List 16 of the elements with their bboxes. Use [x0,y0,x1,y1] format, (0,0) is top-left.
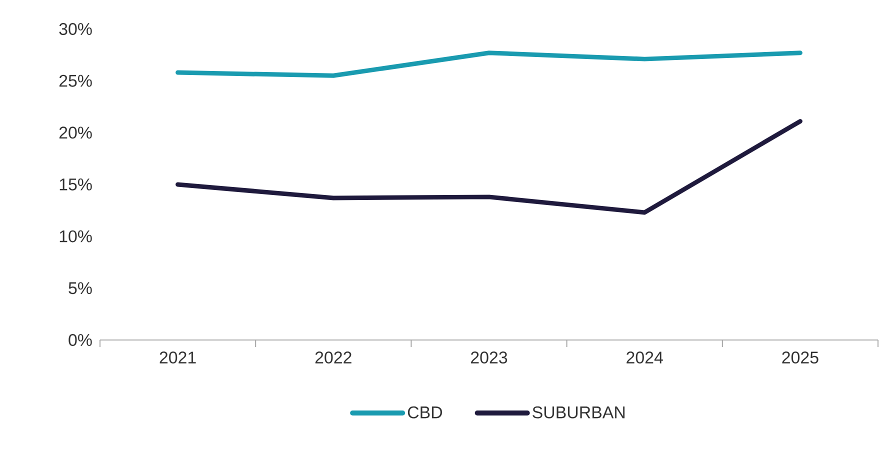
y-tick-label: 0% [68,334,92,346]
x-tick-label: 2025 [782,352,818,364]
y-tick-label: 20% [59,126,92,139]
x-tick-label: 2022 [315,352,352,364]
x-tick-label: 2021 [160,352,196,364]
legend-label: SUBURBAN [532,406,625,418]
line-series [176,119,802,215]
line-series [176,50,802,78]
x-tick-label: 2023 [471,352,508,364]
y-tick-label: 5% [68,282,92,294]
y-tick-label: 30% [59,23,92,35]
y-tick-label: 25% [59,74,92,87]
y-tick-label: 10% [60,230,92,242]
legend-label: CBD [408,406,442,418]
y-tick-label: 15% [60,178,92,190]
x-tick-label: 2024 [626,352,663,364]
